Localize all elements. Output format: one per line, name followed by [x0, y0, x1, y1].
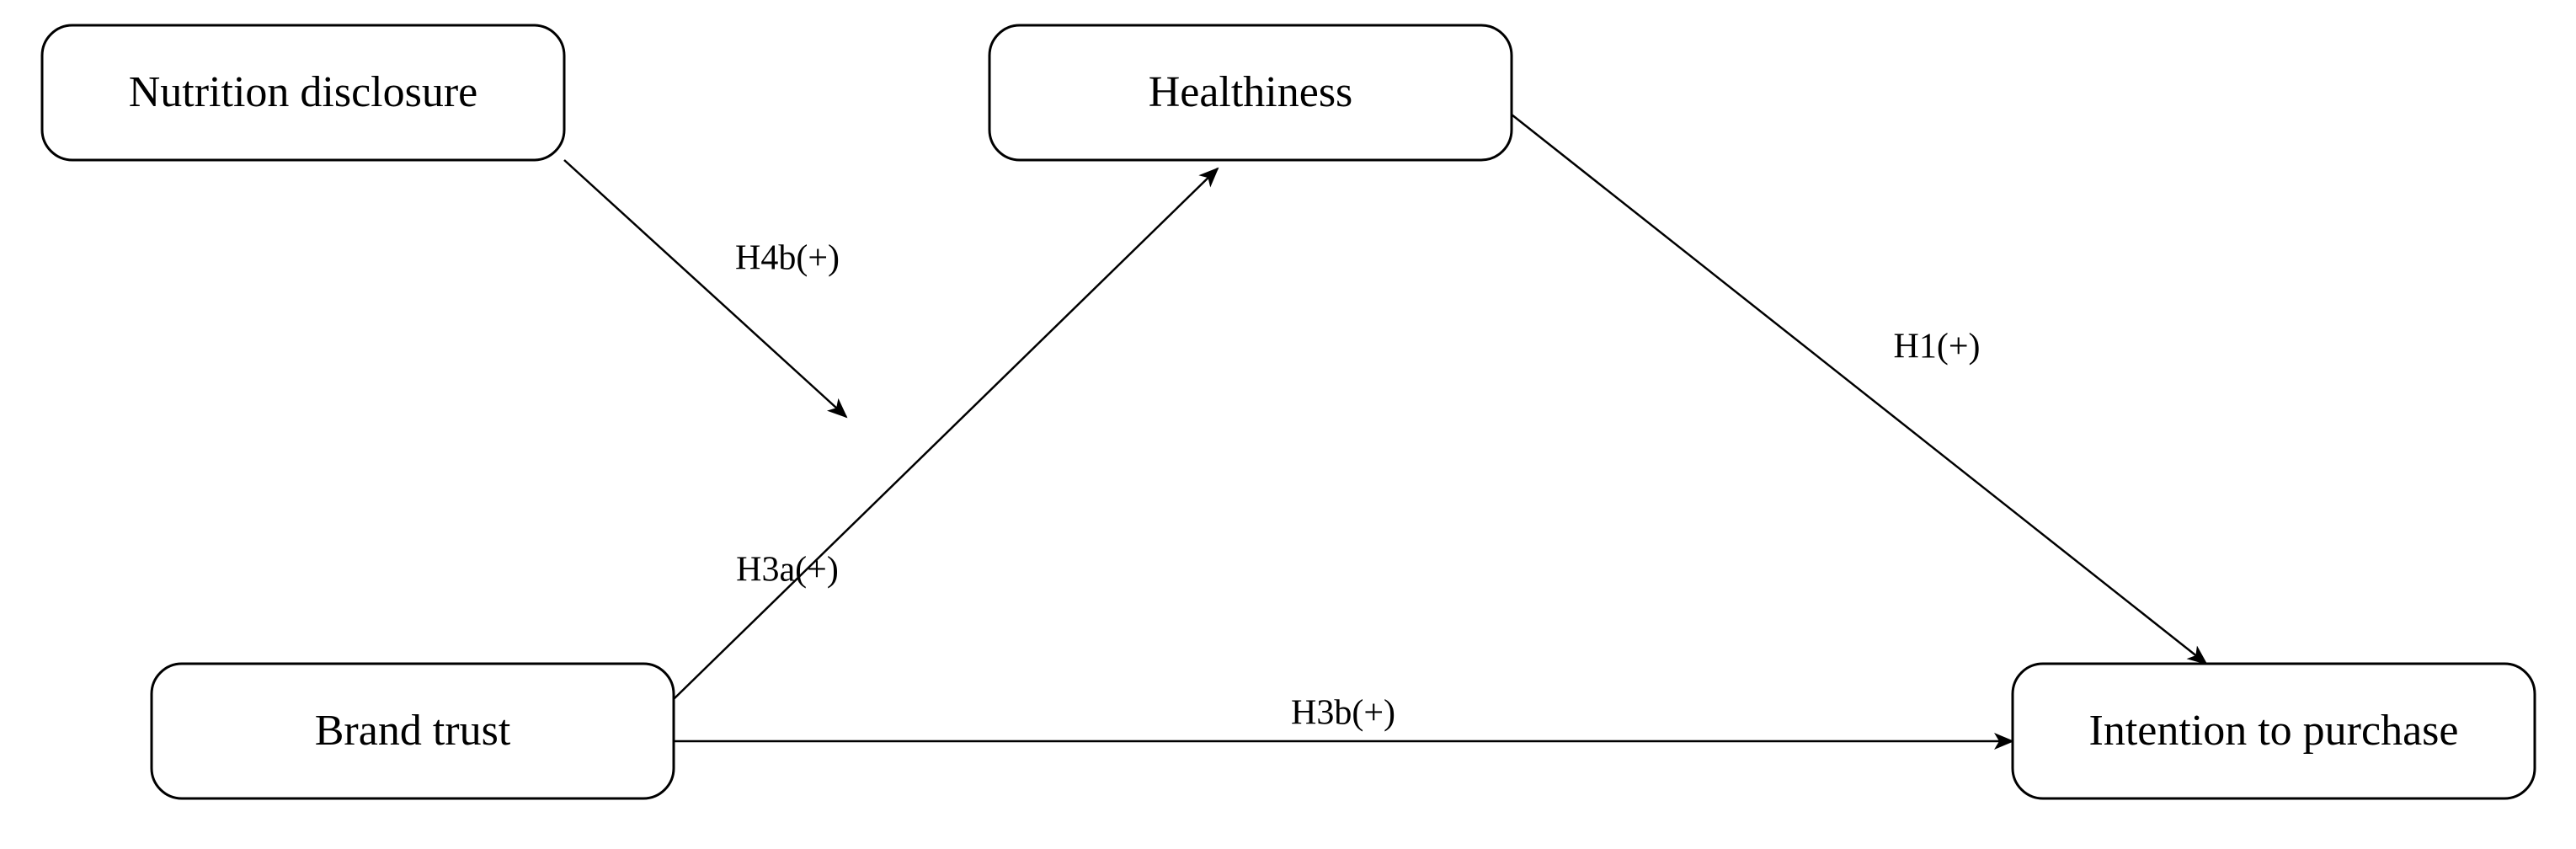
edge-h1	[1512, 115, 2206, 664]
node-healthiness: Healthiness	[989, 25, 1512, 160]
node-intention: Intention to purchase	[2013, 664, 2535, 798]
diagram-canvas: H4b(+) H3a(+) H1(+) H3b(+) Nutrition disclos…	[0, 0, 2576, 849]
node-label-healthiness: Healthiness	[1149, 68, 1353, 116]
edge-label-h3b: H3b(+)	[1291, 694, 1395, 733]
node-nutrition: Nutrition disclosure	[42, 25, 564, 160]
node-brandtrust: Brand trust	[152, 664, 674, 798]
node-label-brandtrust: Brand trust	[315, 707, 511, 755]
node-label-intention: Intention to purchase	[2089, 707, 2459, 755]
node-label-nutrition: Nutrition disclosure	[129, 68, 478, 116]
edge-label-h1: H1(+)	[1894, 328, 1981, 366]
edge-label-h4b: H4b(+)	[735, 239, 840, 278]
edge-label-h3a: H3a(+)	[736, 551, 839, 590]
edge-h4b	[564, 160, 846, 417]
